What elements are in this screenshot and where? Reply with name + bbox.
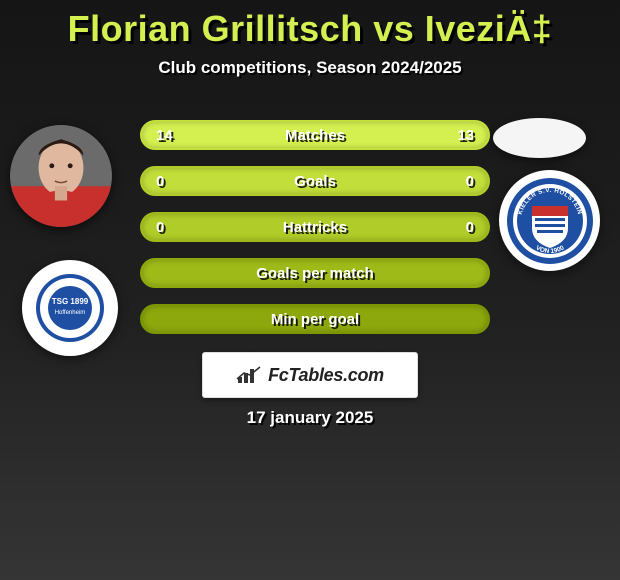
stat-right-value: 13 [457, 127, 474, 144]
stat-label: Min per goal [156, 311, 474, 328]
stat-right-value: 0 [466, 219, 474, 236]
stat-row: Goals per match [140, 258, 490, 288]
svg-text:Hoffenheim: Hoffenheim [55, 310, 86, 316]
stat-right-value: 0 [466, 173, 474, 190]
stat-row: 0 Goals 0 [140, 166, 490, 196]
player-left-avatar [10, 125, 112, 227]
stat-row: 14 Matches 13 [140, 120, 490, 150]
stats-panel: 14 Matches 13 0 Goals 0 0 Hattricks 0 Go… [140, 120, 490, 350]
stat-label: Goals [164, 173, 465, 190]
stat-row: Min per goal [140, 304, 490, 334]
hoffenheim-icon: TSG 1899 Hoffenheim [30, 268, 110, 348]
page-title: Florian Grillitsch vs IveziÄ‡ [0, 0, 620, 50]
player-right-avatar [493, 118, 586, 158]
club-left-badge: TSG 1899 Hoffenheim [22, 260, 118, 356]
comparison-card: Florian Grillitsch vs IveziÄ‡ Club compe… [0, 0, 620, 580]
stat-left-value: 0 [156, 173, 164, 190]
holstein-kiel-icon: KIELER S.V. HOLSTEIN VON 1900 [505, 176, 595, 266]
stat-row: 0 Hattricks 0 [140, 212, 490, 242]
brand-label: FcTables.com [268, 365, 384, 386]
footer-date: 17 january 2025 [0, 408, 620, 428]
stat-label: Goals per match [156, 265, 474, 282]
club-right-badge: KIELER S.V. HOLSTEIN VON 1900 [499, 170, 600, 271]
page-subtitle: Club competitions, Season 2024/2025 [0, 58, 620, 78]
stat-left-value: 0 [156, 219, 164, 236]
svg-text:TSG 1899: TSG 1899 [52, 297, 89, 306]
stat-label: Matches [173, 127, 458, 144]
bar-chart-icon [236, 365, 262, 385]
stat-left-value: 14 [156, 127, 173, 144]
stat-label: Hattricks [164, 219, 465, 236]
brand-attribution: FcTables.com [202, 352, 418, 398]
